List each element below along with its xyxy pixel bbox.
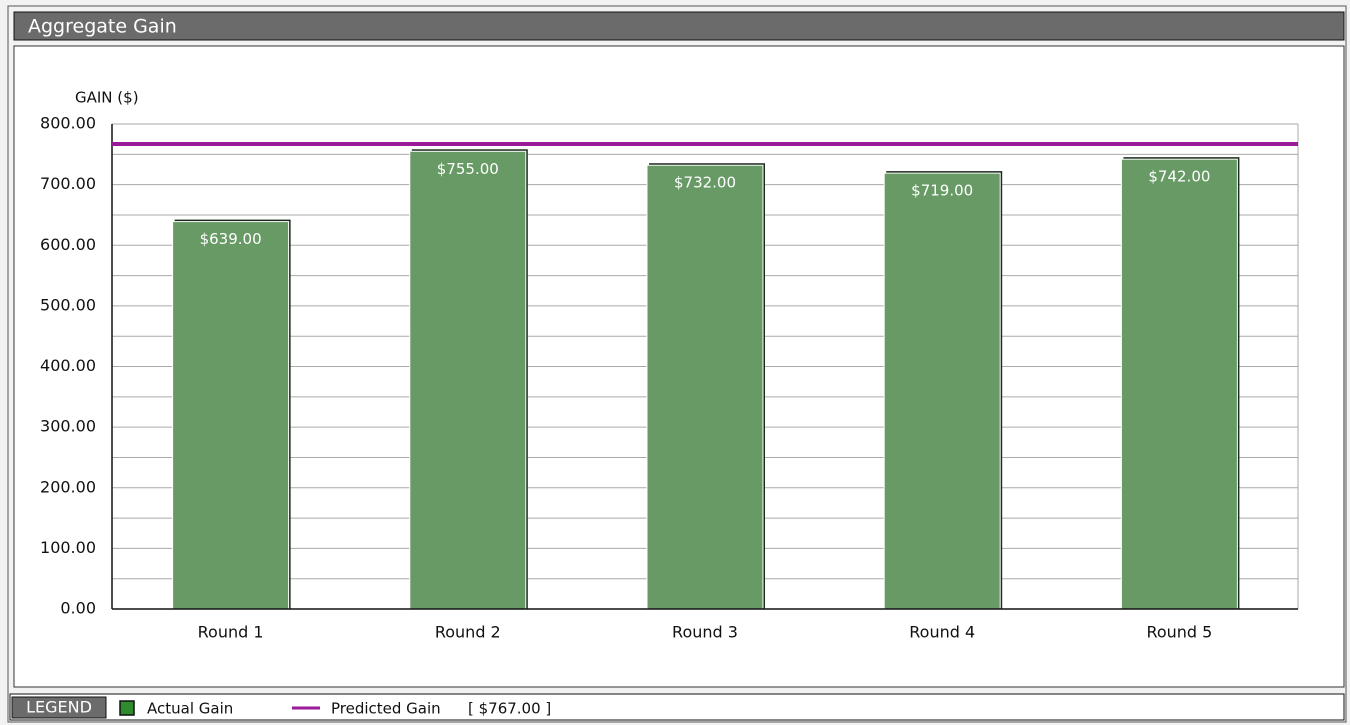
x-tick-label: Round 4 [909, 623, 975, 642]
bar [646, 164, 764, 610]
legend-title: LEGEND [26, 698, 92, 717]
data-label: $639.00 [200, 230, 262, 248]
y-tick-label: 600.00 [40, 235, 96, 254]
data-label: $742.00 [1148, 168, 1210, 186]
x-tick-label: Round 5 [1146, 623, 1212, 642]
y-tick-label: 700.00 [40, 174, 96, 193]
legend-title-box [11, 696, 107, 719]
data-label: $755.00 [437, 160, 499, 178]
y-tick-label: 500.00 [40, 295, 96, 314]
bar [409, 150, 527, 610]
data-label: $732.00 [674, 174, 736, 192]
bar [1120, 158, 1238, 610]
y-tick-label: 800.00 [40, 114, 96, 133]
y-tick-label: 300.00 [40, 417, 96, 436]
legend-value: [ $767.00 ] [468, 700, 551, 718]
legend-swatch [119, 700, 135, 716]
x-tick-label: Round 2 [435, 623, 501, 642]
x-tick-label: Round 3 [672, 623, 738, 642]
legend-label: Actual Gain [147, 700, 233, 718]
title-bar [13, 11, 1345, 41]
x-tick-label: Round 1 [198, 623, 264, 642]
window-title: Aggregate Gain [28, 16, 177, 38]
y-tick-label: 0.00 [60, 599, 96, 618]
y-tick-label: 100.00 [40, 538, 96, 557]
data-label: $719.00 [911, 182, 973, 200]
legend-bar [9, 693, 1345, 721]
y-axis-label: GAIN ($) [75, 89, 139, 107]
y-tick-label: 400.00 [40, 356, 96, 375]
bar [172, 221, 290, 610]
bar [883, 172, 1001, 610]
legend-label: Predicted Gain [331, 700, 441, 718]
y-tick-label: 200.00 [40, 477, 96, 496]
